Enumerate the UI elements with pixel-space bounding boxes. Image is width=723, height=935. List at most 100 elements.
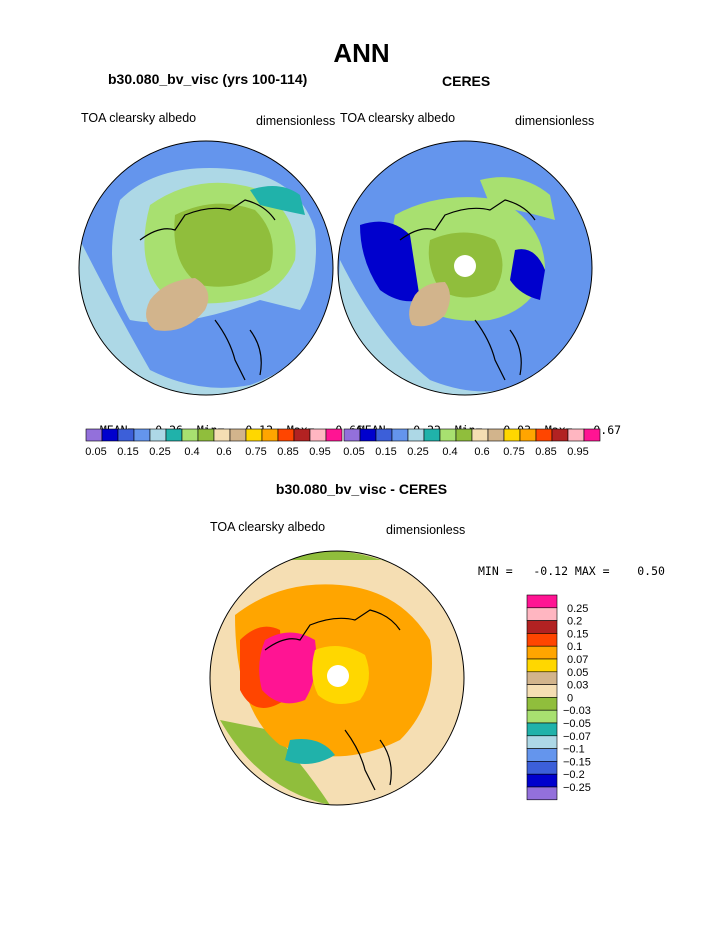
colorbars: 0.05 0.15 0.25 0.4 0.6 0.75 0.85 0.95 0.05 0.15 0.… xyxy=(85,428,601,801)
map1-colorbar-swatch xyxy=(261,428,279,442)
panel2-variable: TOA clearsky albedo xyxy=(340,111,456,125)
map2-colorbar-tick: 0.4 xyxy=(442,446,457,458)
map1-outer-band xyxy=(79,240,333,395)
map3-colorbar-swatch xyxy=(526,748,558,762)
map1-colorbar-tick: 0.4 xyxy=(184,446,199,458)
map2-dark-blue-east xyxy=(510,249,545,300)
map3-colorbar-swatch xyxy=(526,761,558,775)
map3-colorbar-tick: 0.03 xyxy=(567,680,588,692)
map1-colorbar-swatch xyxy=(213,428,231,442)
map2-border xyxy=(337,140,593,396)
map3-teal-patch xyxy=(285,739,335,764)
map1-colorbar-swatch xyxy=(117,428,135,442)
map2-colorbar-swatch xyxy=(487,428,505,442)
map1-colorbar-swatch xyxy=(133,428,151,442)
map2-colorbar-tick: 0.25 xyxy=(407,446,428,458)
panel1-case-title: b30.080_bv_visc (yrs 100-114) xyxy=(108,71,308,87)
map1-colorbar-tick: 0.95 xyxy=(309,446,330,458)
map3-colorbar-swatch xyxy=(526,594,558,609)
map3-colorbar-tick: −0.05 xyxy=(563,718,591,730)
map1-colorbar-swatch xyxy=(277,428,295,442)
figure-title: ANN xyxy=(333,38,390,68)
map1-colorbar-swatch xyxy=(309,428,327,442)
panel3-variable: TOA clearsky albedo xyxy=(210,520,326,534)
map1-colorbar-swatch xyxy=(149,428,167,442)
map2-pole-hole xyxy=(454,255,476,277)
map2-colorbar-swatch xyxy=(583,428,601,442)
map2-colorbar-swatch xyxy=(423,428,441,442)
map3-colorbar-swatch xyxy=(526,697,558,711)
map2-colorbar-swatch xyxy=(407,428,425,442)
map1-colorbar-swatch xyxy=(293,428,311,442)
map1-colorbar-tick: 0.05 xyxy=(85,446,106,458)
map2-colorbar-swatch xyxy=(519,428,537,442)
map2-colorbar-swatch xyxy=(535,428,553,442)
map3-colorbar-swatch xyxy=(526,735,558,749)
panel2-case-title: CERES xyxy=(442,73,491,89)
map3-colorbar-tick: −0.03 xyxy=(563,705,591,717)
map3-colorbar-tick: −0.07 xyxy=(563,731,591,743)
map3-colorbar-swatch xyxy=(526,709,558,724)
map3-pole-hole xyxy=(327,665,349,687)
map3-colorbar-tick: −0.25 xyxy=(563,782,591,794)
map2-coastline xyxy=(399,199,536,381)
map3-colorbar-tick: 0.15 xyxy=(567,628,588,640)
map3-colorbar-swatch xyxy=(526,658,558,673)
map3-colorbar-swatch xyxy=(526,671,558,685)
map3-colorbar-swatch xyxy=(526,645,558,660)
map3-colorbar-swatch xyxy=(526,684,558,698)
map2-colorbar-swatch xyxy=(359,428,377,442)
map3-coastline xyxy=(264,609,401,791)
panel1-variable: TOA clearsky albedo xyxy=(81,111,197,125)
map2-colorbar-swatch xyxy=(455,428,473,442)
panel2-units: dimensionless xyxy=(515,114,595,128)
map2-polar-plot xyxy=(337,140,593,396)
map2-colorbar-tick: 0.05 xyxy=(343,446,364,458)
map2-colorbar-swatch xyxy=(375,428,393,442)
panel3-units: dimensionless xyxy=(386,523,466,537)
map1-coastline xyxy=(139,199,276,381)
map2-colorbar-tick: 0.6 xyxy=(474,446,489,458)
map1-colorbar-tick: 0.75 xyxy=(245,446,266,458)
map2-colorbar-tick: 0.95 xyxy=(567,446,588,458)
map3-colorbar-tick: −0.15 xyxy=(563,756,591,768)
map2-upper-green xyxy=(480,177,555,220)
map1-colorbar-swatch xyxy=(181,428,199,442)
map1-border xyxy=(78,140,334,396)
map3-colorbar-swatch xyxy=(526,773,558,788)
map2-colorbar-tick: 0.75 xyxy=(503,446,524,458)
map1-greenland xyxy=(146,278,209,331)
map2-colorbar-swatch xyxy=(391,428,409,442)
map3-colorbar-swatch xyxy=(526,607,558,621)
map1-colorbar-swatch xyxy=(229,428,247,442)
map3-green-south xyxy=(220,720,330,805)
map1-colorbar-swatch xyxy=(165,428,183,442)
map1-teal-patch xyxy=(250,186,305,215)
map3-colorbar-tick: 0.2 xyxy=(567,616,582,628)
map2-colorbar-tick: 0.85 xyxy=(535,446,556,458)
map3-polar-plot xyxy=(209,550,465,806)
map2-dark-blue xyxy=(360,221,420,302)
map3-colorbar-swatch xyxy=(526,722,558,737)
map2-colorbar-swatch xyxy=(471,428,489,442)
map1-colorbar-tick: 0.15 xyxy=(117,446,138,458)
map3-colorbar-tick: −0.2 xyxy=(563,769,585,781)
map3-colorbar-swatch xyxy=(526,620,558,634)
panel1-units: dimensionless xyxy=(256,114,336,128)
map1-colorbar-swatch xyxy=(101,428,119,442)
map2-colorbar-swatch xyxy=(551,428,569,442)
map3-colorbar-tick: 0.05 xyxy=(567,667,588,679)
map1-polar-plot xyxy=(78,140,334,396)
map1-colorbar-swatch xyxy=(325,428,343,442)
map2-colorbar-swatch xyxy=(343,428,361,442)
map1-colorbar-tick: 0.85 xyxy=(277,446,298,458)
map3-pink-region xyxy=(259,632,317,704)
map3-colorbar-tick: −0.1 xyxy=(563,744,585,756)
map1-colorbar-tick: 0.25 xyxy=(149,446,170,458)
map3-border xyxy=(209,550,465,806)
map1-central-ice xyxy=(174,203,273,287)
map1-colorbar-swatch xyxy=(85,428,103,442)
map3-colorbar-tick: 0.1 xyxy=(567,641,582,653)
map2-greenland xyxy=(409,282,450,327)
